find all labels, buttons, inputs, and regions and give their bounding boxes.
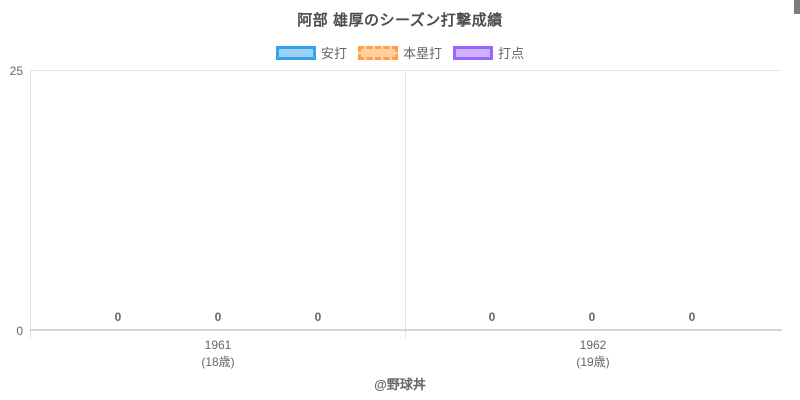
value-label-1961-rbi: 0 — [314, 310, 322, 324]
y-axis-line — [30, 70, 31, 338]
x-tick-age: (19歳) — [576, 355, 610, 369]
legend-item-homeruns[interactable]: 本塁打 — [357, 43, 442, 62]
x-axis-line — [30, 329, 782, 331]
y-tick-25: 25 — [9, 64, 23, 78]
legend-label-rbi: 打点 — [498, 46, 525, 61]
value-label-1962-rbi: 0 — [688, 310, 696, 324]
scrollbar-thumb[interactable] — [794, 0, 800, 14]
chart-title: 阿部 雄厚のシーズン打撃成績 — [297, 12, 503, 29]
x-tick-year: 1961 — [204, 338, 232, 352]
value-label-1962-hits: 0 — [488, 310, 496, 324]
category-separator-gridline — [405, 70, 406, 338]
legend-label-homeruns: 本塁打 — [402, 46, 442, 61]
value-label-1961-homeruns: 0 — [214, 310, 222, 324]
rbi-legend-swatch-icon — [453, 45, 493, 60]
x-tick-1961: 1961 (18歳) — [201, 337, 234, 371]
x-tick-age: (18歳) — [201, 355, 235, 369]
legend-item-hits[interactable]: 安打 — [275, 43, 347, 62]
value-label-1961-hits: 0 — [114, 310, 122, 324]
gridline-25 — [30, 70, 782, 71]
hits-legend-swatch-icon — [275, 45, 316, 60]
legend-label-hits: 安打 — [320, 46, 347, 61]
legend-item-rbi[interactable]: 打点 — [453, 43, 524, 62]
value-label-1962-homeruns: 0 — [588, 310, 596, 324]
footer-credit: @野球丼 — [374, 377, 426, 392]
x-tick-1962: 1962 (19歳) — [576, 337, 609, 371]
chart-legend: 安打 本塁打 打点 — [0, 43, 800, 62]
homeruns-legend-swatch-icon — [357, 45, 398, 60]
y-tick-0: 0 — [16, 324, 23, 338]
x-tick-year: 1962 — [579, 338, 607, 352]
